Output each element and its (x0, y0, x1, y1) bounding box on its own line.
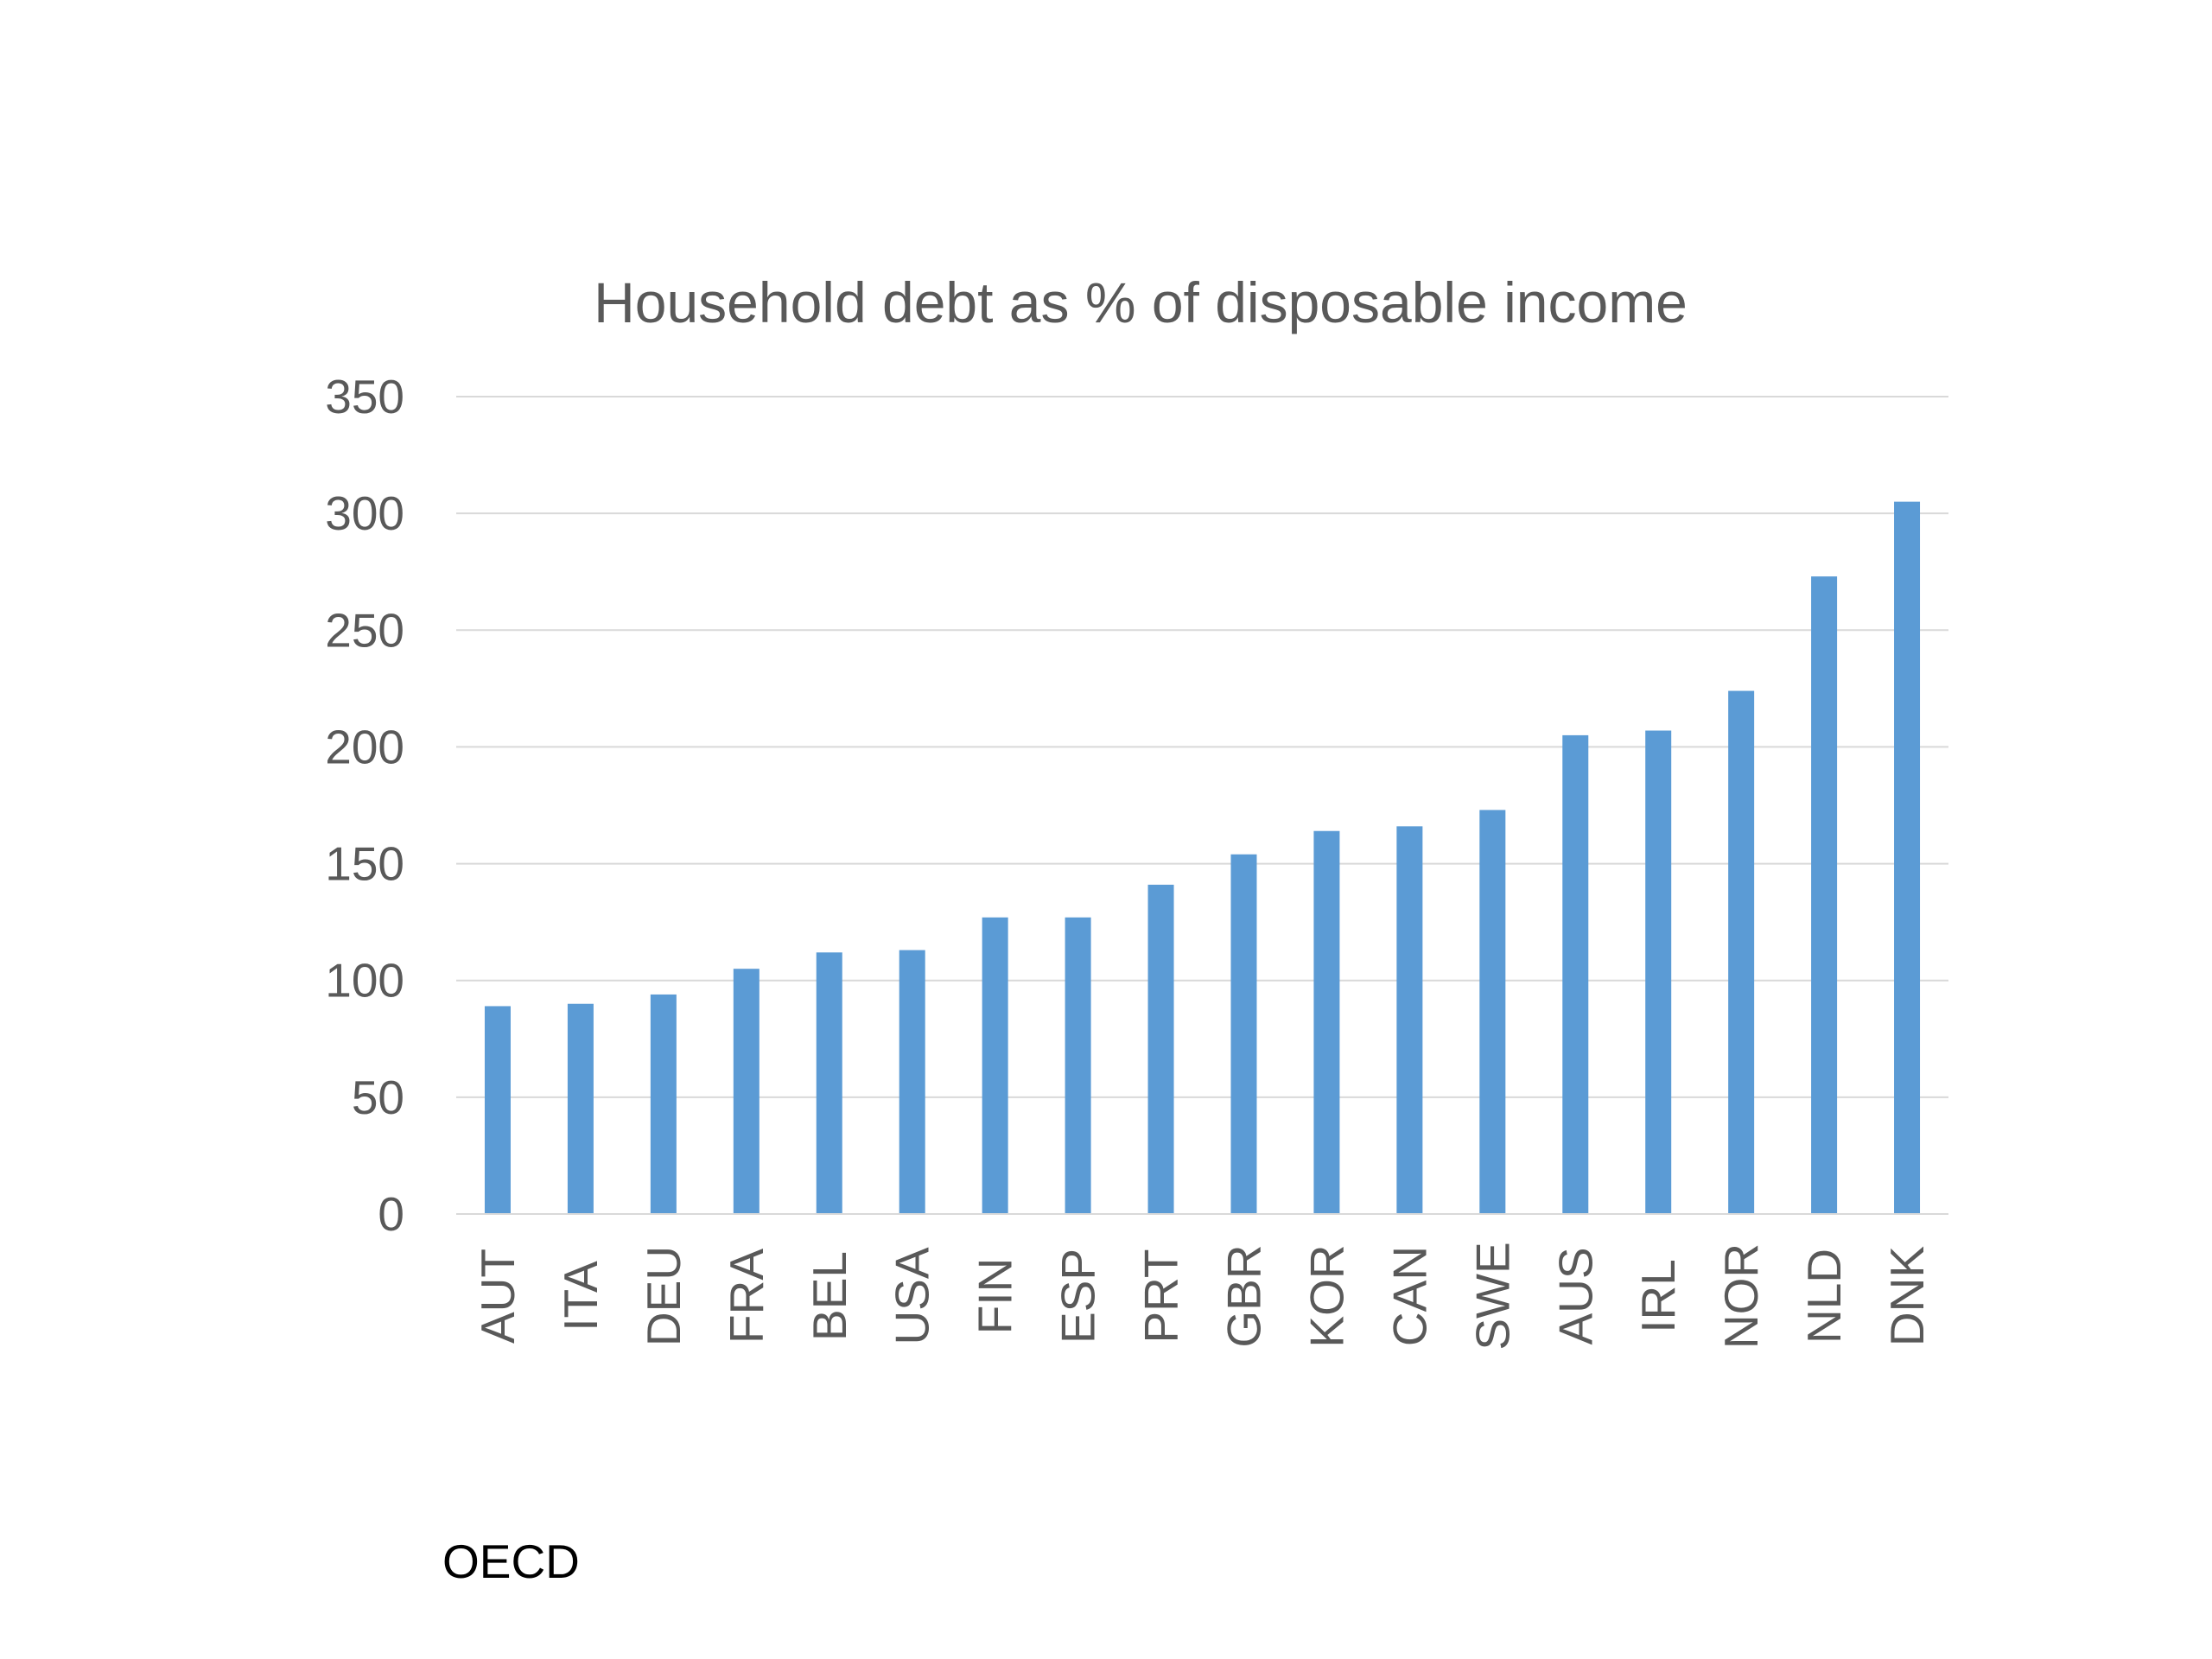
bar-nld (1811, 576, 1838, 1214)
y-tick-label: 250 (325, 603, 404, 657)
bar-bel (816, 952, 842, 1214)
chart-title: Household debt as % of disposable income (594, 270, 1688, 334)
x-tick-label-aut: AUT (471, 1249, 524, 1344)
x-tick-label-aus: AUS (1548, 1247, 1602, 1344)
x-tick-label-swe: SWE (1465, 1242, 1519, 1350)
bar-aut (484, 1006, 511, 1214)
x-tick-label-fra: FRA (720, 1249, 773, 1344)
y-tick-label: 200 (325, 720, 404, 773)
bar-kor (1313, 830, 1340, 1214)
y-tick-label: 0 (378, 1187, 404, 1241)
bar-ita (567, 1003, 594, 1214)
bar-deu (650, 994, 677, 1214)
y-tick-label: 350 (325, 370, 404, 423)
x-tick-label-fin: FIN (969, 1258, 1022, 1335)
bar-dnk (1894, 501, 1921, 1214)
y-tick-label: 150 (325, 837, 404, 891)
x-tick-label-dnk: DNK (1880, 1246, 1934, 1346)
bar-nor (1728, 690, 1755, 1214)
bar-esp (1065, 917, 1091, 1214)
x-tick-label-kor: KOR (1300, 1244, 1353, 1347)
y-tick-label: 50 (352, 1071, 404, 1124)
bar-usa (899, 950, 925, 1214)
gridlines (456, 396, 1948, 1098)
x-tick-label-gbr: GBR (1217, 1244, 1270, 1347)
bar-gbr (1230, 854, 1257, 1214)
x-tick-label-usa: USA (886, 1247, 939, 1344)
bar-swe (1479, 810, 1506, 1214)
x-tick-label-esp: ESP (1052, 1249, 1105, 1344)
bar-prt (1147, 884, 1174, 1214)
x-tick-label-can: CAN (1382, 1246, 1436, 1346)
x-axis-tick-labels: AUT ITA DEU FRA BEL USA FIN ESP PRT GBR KOR CAN SWE A… (471, 1242, 1934, 1350)
bars (484, 501, 1921, 1214)
x-tick-label-deu: DEU (637, 1246, 690, 1346)
bar-fra (733, 969, 760, 1214)
y-axis-tick-labels: 0 50 100 150 200 250 300 350 (325, 370, 404, 1241)
bar-aus (1562, 734, 1589, 1214)
bar-irl (1645, 730, 1672, 1214)
bar-fin (982, 917, 1008, 1214)
x-tick-label-irl: IRL (1631, 1259, 1685, 1333)
x-tick-label-nor: NOR (1714, 1243, 1768, 1349)
source-note: OECD (442, 1535, 580, 1588)
x-tick-label-bel: BEL (803, 1251, 856, 1341)
y-tick-label: 100 (325, 954, 404, 1007)
x-tick-label-nld: NLD (1797, 1249, 1851, 1344)
y-tick-label: 300 (325, 486, 404, 540)
x-tick-label-ita: ITA (554, 1261, 607, 1332)
bar-can (1396, 826, 1423, 1214)
x-tick-label-prt: PRT (1135, 1249, 1188, 1343)
